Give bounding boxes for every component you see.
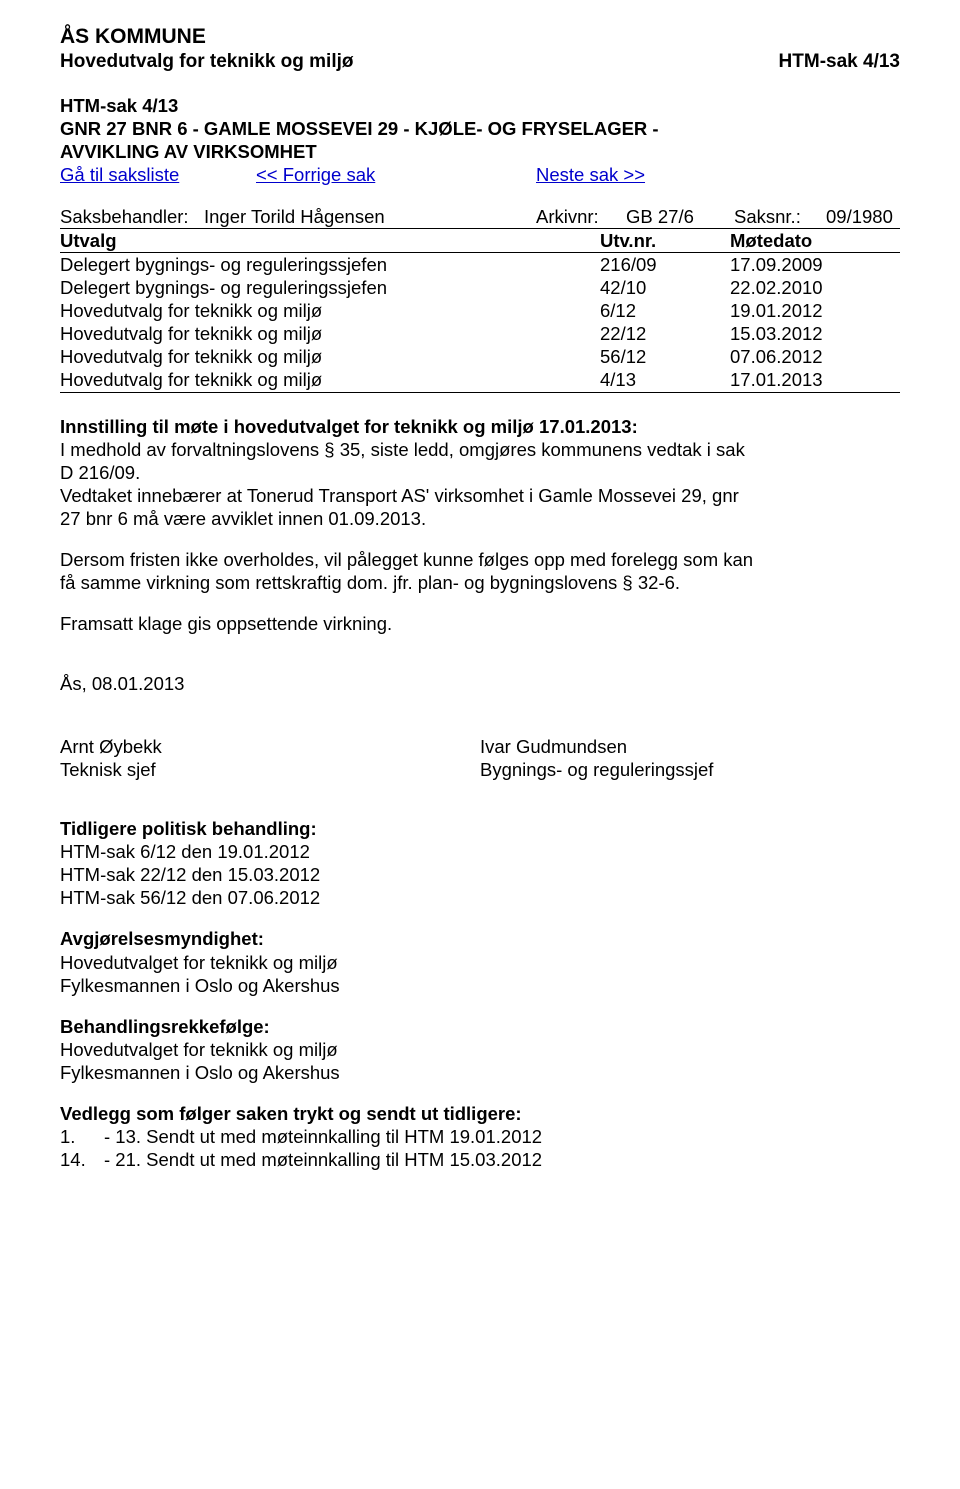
case-title-line1: GNR 27 BNR 6 - GAMLE MOSSEVEI 29 - KJØLE… [60,117,900,140]
handler-name: Inger Torild Hågensen [204,206,385,227]
table-row: Hovedutvalg for teknikk og miljø56/1207.… [60,345,900,368]
vedlegg-heading: Vedlegg som følger saken trykt og sendt … [60,1102,900,1125]
tidligere-heading: Tidligere politisk behandling: [60,817,900,840]
recommendation-p3: Dersom fristen ikke overholdes, vil påle… [60,548,900,594]
recommendation-p2b: 27 bnr 6 må være avviklet innen 01.09.20… [60,507,900,530]
committee-name: Hovedutvalg for teknikk og miljø [60,50,354,74]
recommendation-p3b: få samme virkning som rettskraftig dom. … [60,571,900,594]
case-title-line2: AVVIKLING AV VIRKSOMHET [60,140,900,163]
history-table: Delegert bygnings- og reguleringssjefen2… [60,253,900,392]
table-row: Hovedutvalg for teknikk og miljø4/1317.0… [60,368,900,391]
case-meta: Saksbehandler: Inger Torild Hågensen Ark… [60,205,900,393]
history-body-cell: Hovedutvalg for teknikk og miljø [60,322,600,345]
arkiv-value: GB 27/6 [626,205,734,228]
link-next-case[interactable]: Neste sak >> [536,164,645,185]
history-body-cell: Hovedutvalg for teknikk og miljø [60,299,600,322]
history-body-cell: Delegert bygnings- og reguleringssjefen [60,253,600,276]
recommendation-p1b: D 216/09. [60,461,900,484]
history-date-cell: 17.01.2013 [730,368,900,391]
recommendation: Innstilling til møte i hovedutvalget for… [60,415,900,636]
avgj-heading: Avgjørelsesmyndighet: [60,927,900,950]
history-nr-cell: 216/09 [600,253,730,276]
vedlegg-item-text: - 13. Sendt ut med møteinnkalling til HT… [104,1125,542,1148]
history-nr-cell: 4/13 [600,368,730,391]
case-ref: HTM-sak 4/13 [60,94,900,117]
col-motedato: Møtedato [730,229,900,252]
vedlegg-item-num: 14. [60,1148,104,1171]
tidligere-line: HTM-sak 56/12 den 07.06.2012 [60,886,900,909]
sign-right-title: Bygnings- og reguleringssjef [480,758,900,781]
vedlegg-item-text: - 21. Sendt ut med møteinnkalling til HT… [104,1148,542,1171]
arkiv-label: Arkivnr: [536,205,626,228]
history-nr-cell: 56/12 [600,345,730,368]
case-heading: HTM-sak 4/13 GNR 27 BNR 6 - GAMLE MOSSEV… [60,94,900,163]
handler-label: Saksbehandler: [60,206,189,227]
tidligere-line: HTM-sak 6/12 den 19.01.2012 [60,840,900,863]
document-header: ÅS KOMMUNE Hovedutvalg for teknikk og mi… [60,24,900,74]
history-date-cell: 19.01.2012 [730,299,900,322]
history-nr-cell: 22/12 [600,322,730,345]
history-header: Utvalg Utv.nr. Møtedato [60,229,900,252]
date-place: Ås, 08.01.2013 [60,672,900,695]
history-date-cell: 22.02.2010 [730,276,900,299]
table-row: Hovedutvalg for teknikk og miljø6/1219.0… [60,299,900,322]
sign-left-name: Arnt Øybekk [60,735,480,758]
avgj-line: Fylkesmannen i Oslo og Akershus [60,974,900,997]
recommendation-p3a: Dersom fristen ikke overholdes, vil påle… [60,548,900,571]
col-utvalg: Utvalg [60,229,600,252]
section-rekke: Behandlingsrekkefølge: Hovedutvalget for… [60,1015,900,1084]
nav-links: Gå til saksliste << Forrige sak Neste sa… [60,163,900,186]
tidligere-line: HTM-sak 22/12 den 15.03.2012 [60,863,900,886]
signatures: Arnt Øybekk Teknisk sjef Ivar Gudmundsen… [60,735,900,781]
history-body-cell: Hovedutvalg for teknikk og miljø [60,345,600,368]
sign-left-title: Teknisk sjef [60,758,480,781]
history-date-cell: 07.06.2012 [730,345,900,368]
history-nr-cell: 6/12 [600,299,730,322]
history-date-cell: 15.03.2012 [730,322,900,345]
recommendation-p2a: Vedtaket innebærer at Tonerud Transport … [60,484,900,507]
history-body-cell: Delegert bygnings- og reguleringssjefen [60,276,600,299]
table-row: Delegert bygnings- og reguleringssjefen4… [60,276,900,299]
section-vedlegg: Vedlegg som følger saken trykt og sendt … [60,1102,900,1171]
table-row: Hovedutvalg for teknikk og miljø22/1215.… [60,322,900,345]
section-avgj: Avgjørelsesmyndighet: Hovedutvalget for … [60,927,900,996]
recommendation-p4: Framsatt klage gis oppsettende virkning. [60,612,900,635]
history-date-cell: 17.09.2009 [730,253,900,276]
rekke-line: Hovedutvalget for teknikk og miljø [60,1038,900,1061]
recommendation-p1a: I medhold av forvaltningslovens § 35, si… [60,438,900,461]
rekke-line: Fylkesmannen i Oslo og Akershus [60,1061,900,1084]
recommendation-heading: Innstilling til møte i hovedutvalget for… [60,415,900,438]
org-name: ÅS KOMMUNE [60,24,900,50]
vedlegg-item-num: 1. [60,1125,104,1148]
section-tidligere: Tidligere politisk behandling: HTM-sak 6… [60,817,900,910]
history-body-cell: Hovedutvalg for teknikk og miljø [60,368,600,391]
saksnr-label: Saksnr.: [734,205,826,228]
avgj-line: Hovedutvalget for teknikk og miljø [60,951,900,974]
rekke-heading: Behandlingsrekkefølge: [60,1015,900,1038]
link-saksliste[interactable]: Gå til saksliste [60,164,179,185]
vedlegg-item: 14.- 21. Sendt ut med møteinnkalling til… [60,1148,900,1171]
vedlegg-item: 1.- 13. Sendt ut med møteinnkalling til … [60,1125,900,1148]
case-ref-top: HTM-sak 4/13 [779,50,900,74]
saksnr-value: 09/1980 [826,205,893,228]
col-utvnr: Utv.nr. [600,229,730,252]
history-nr-cell: 42/10 [600,276,730,299]
link-prev-case[interactable]: << Forrige sak [256,164,375,185]
table-row: Delegert bygnings- og reguleringssjefen2… [60,253,900,276]
sign-right-name: Ivar Gudmundsen [480,735,900,758]
